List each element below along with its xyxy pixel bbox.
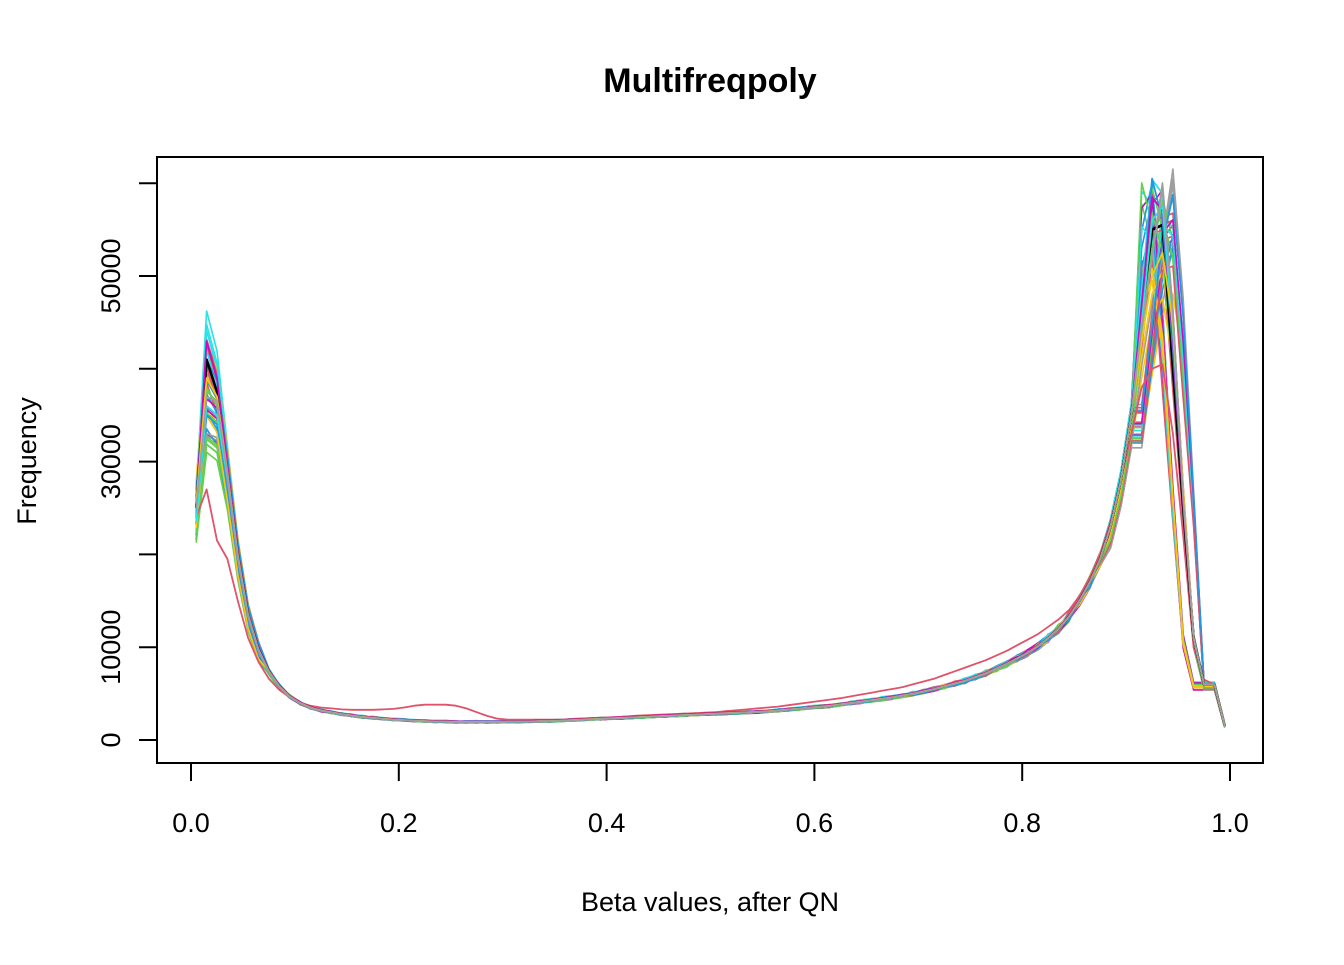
y-axis-label: Frequency: [12, 397, 42, 525]
y-tick-label: 10000: [96, 610, 126, 685]
series-line: [195, 178, 1226, 726]
series-line: [195, 251, 1226, 727]
series-line: [195, 238, 1226, 728]
y-axis: 0 10000 30000 50000: [96, 182, 158, 748]
x-tick-label: 0.2: [380, 808, 418, 838]
series-line: [195, 233, 1226, 728]
series-line: [195, 242, 1226, 728]
plot-frame: [156, 156, 1264, 764]
series-line: [195, 195, 1226, 727]
series-line: [195, 267, 1226, 727]
series-line: [195, 224, 1226, 727]
series-line: [195, 228, 1226, 727]
chart-title: Multifreqpoly: [603, 62, 817, 100]
series-line: [195, 246, 1226, 727]
series-line: [195, 200, 1226, 727]
series-line: [195, 203, 1226, 727]
series-line: [195, 219, 1226, 727]
series-layer: [194, 168, 1227, 728]
x-tick-label: 0.0: [172, 808, 210, 838]
series-line: [195, 186, 1226, 727]
series-line: [195, 255, 1226, 728]
y-tick-label: 30000: [96, 424, 126, 499]
series-line: [195, 189, 1226, 726]
series-line: [195, 196, 1226, 727]
y-tick-label: 0: [96, 732, 126, 747]
series-line: [195, 210, 1226, 728]
series-line: [195, 233, 1226, 728]
series-line: [195, 237, 1226, 728]
series-line: [195, 221, 1226, 728]
series-line: [195, 222, 1226, 728]
series-line: [195, 178, 1226, 726]
series-line: [195, 177, 1226, 727]
x-tick-label: 0.8: [1003, 808, 1041, 838]
series-line: [195, 217, 1226, 728]
series-line: [195, 279, 1226, 728]
series-line: [195, 168, 1226, 726]
series-line: [195, 281, 1226, 728]
x-axis: 0.0 0.2 0.4 0.6 0.8 1.0: [172, 762, 1249, 838]
series-line: [195, 183, 1226, 727]
series-line: [195, 205, 1226, 727]
series-line: [195, 258, 1226, 728]
series-line: [194, 223, 1227, 727]
series-line: [195, 213, 1226, 727]
series-line: [195, 201, 1226, 727]
series-line: [195, 219, 1226, 727]
series-line: [195, 182, 1226, 727]
series-line: [195, 190, 1226, 727]
x-tick-label: 0.6: [796, 808, 834, 838]
series-line: [195, 192, 1226, 726]
series-line: [195, 212, 1226, 728]
series-line: [195, 270, 1226, 727]
series-line: [195, 193, 1226, 727]
series-line: [195, 187, 1226, 727]
series-line: [195, 265, 1226, 728]
x-tick-label: 0.4: [588, 808, 626, 838]
series-line: [195, 246, 1226, 728]
series-line: [195, 200, 1226, 727]
y-tick-label: 50000: [96, 238, 126, 313]
series-line: [195, 297, 1226, 728]
series-line: [195, 222, 1226, 727]
x-axis-label: Beta values, after QN: [581, 887, 839, 917]
series-line: [195, 225, 1226, 728]
series-line: [195, 256, 1226, 728]
series-line: [195, 363, 1226, 727]
x-tick-label: 1.0: [1211, 808, 1249, 838]
series-line: [195, 212, 1226, 726]
series-line: [195, 235, 1226, 727]
series-line: [195, 182, 1226, 727]
series-line: [195, 214, 1226, 727]
series-line: [195, 293, 1226, 728]
series-line: [195, 198, 1226, 727]
series-line: [195, 178, 1226, 727]
series-line: [195, 254, 1226, 728]
series-line: [195, 183, 1226, 727]
series-line: [195, 181, 1226, 726]
